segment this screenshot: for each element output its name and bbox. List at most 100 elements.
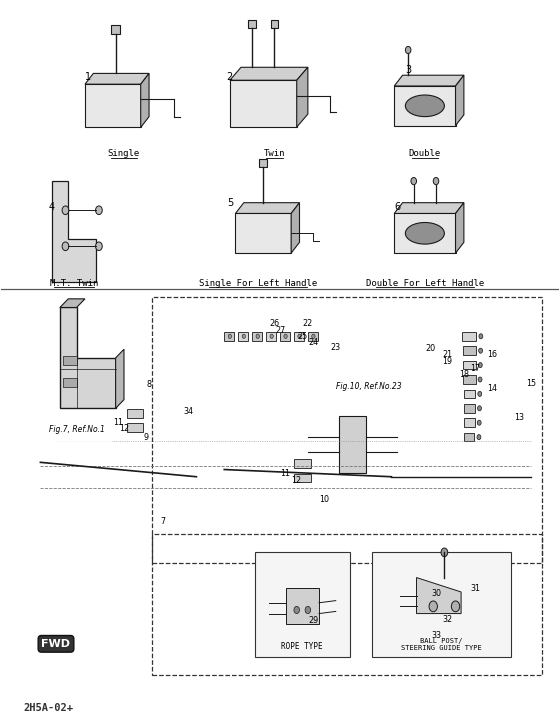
Text: 29: 29 <box>309 616 319 625</box>
Text: 31: 31 <box>470 584 480 593</box>
Bar <box>127 424 143 432</box>
Bar <box>463 332 477 341</box>
Bar <box>294 332 304 341</box>
Polygon shape <box>52 181 96 282</box>
Bar <box>464 390 475 398</box>
Bar <box>63 378 77 387</box>
Text: 3: 3 <box>405 65 411 74</box>
Polygon shape <box>235 202 300 213</box>
Text: 24: 24 <box>309 338 319 346</box>
Ellipse shape <box>411 177 417 184</box>
Text: 12: 12 <box>292 476 302 485</box>
Text: FWD: FWD <box>41 639 71 649</box>
Text: Single: Single <box>108 149 140 158</box>
Polygon shape <box>297 67 308 127</box>
Polygon shape <box>286 589 319 625</box>
Polygon shape <box>230 67 308 80</box>
Bar <box>463 375 475 384</box>
Ellipse shape <box>294 607 300 614</box>
Text: 10: 10 <box>320 495 330 504</box>
Ellipse shape <box>405 223 445 244</box>
Text: 4: 4 <box>49 202 55 212</box>
Ellipse shape <box>96 206 102 215</box>
Ellipse shape <box>62 206 69 215</box>
Bar <box>270 20 278 27</box>
Text: 17: 17 <box>470 364 480 373</box>
Polygon shape <box>394 86 455 126</box>
Text: 20: 20 <box>426 344 436 353</box>
Ellipse shape <box>312 334 315 338</box>
Bar <box>463 361 476 369</box>
FancyBboxPatch shape <box>255 552 349 656</box>
Text: 21: 21 <box>442 350 452 359</box>
Text: Twin: Twin <box>264 149 285 158</box>
Text: Single For Left Handle: Single For Left Handle <box>199 278 317 288</box>
Polygon shape <box>60 299 85 307</box>
Ellipse shape <box>441 548 448 557</box>
Text: 11: 11 <box>281 469 291 478</box>
Ellipse shape <box>270 334 273 338</box>
Text: 27: 27 <box>275 326 285 335</box>
Text: Double: Double <box>409 149 441 158</box>
Polygon shape <box>291 202 300 253</box>
Bar <box>464 419 475 427</box>
Bar <box>463 346 476 355</box>
Bar <box>280 332 290 341</box>
Text: 2: 2 <box>227 72 233 82</box>
Text: 22: 22 <box>303 319 313 328</box>
Polygon shape <box>230 80 297 127</box>
Text: 11: 11 <box>114 418 123 427</box>
Ellipse shape <box>256 334 259 338</box>
Text: ROPE TYPE: ROPE TYPE <box>282 642 323 651</box>
Bar <box>238 332 248 341</box>
Bar <box>464 404 475 413</box>
Bar <box>464 433 474 442</box>
Bar <box>308 332 318 341</box>
Polygon shape <box>455 75 464 126</box>
Bar <box>294 459 311 468</box>
Polygon shape <box>60 307 115 408</box>
Text: 1: 1 <box>85 72 91 82</box>
Text: 30: 30 <box>431 589 441 598</box>
Bar <box>259 160 267 167</box>
Text: 25: 25 <box>297 332 307 341</box>
Text: 14: 14 <box>487 385 497 393</box>
Text: 15: 15 <box>526 379 536 388</box>
Ellipse shape <box>477 435 481 440</box>
Text: 7: 7 <box>160 517 166 526</box>
Bar <box>248 20 256 27</box>
Ellipse shape <box>62 242 69 251</box>
Bar <box>294 474 311 482</box>
Text: 13: 13 <box>515 413 525 422</box>
Text: 33: 33 <box>431 630 441 640</box>
Polygon shape <box>85 74 149 84</box>
Bar <box>224 332 234 341</box>
Text: 16: 16 <box>487 350 497 359</box>
Ellipse shape <box>405 95 445 116</box>
Text: M.T. Twin: M.T. Twin <box>50 278 98 288</box>
Ellipse shape <box>305 607 311 614</box>
Text: 18: 18 <box>459 370 469 379</box>
Ellipse shape <box>284 334 287 338</box>
Polygon shape <box>417 578 461 614</box>
Ellipse shape <box>405 46 411 54</box>
Ellipse shape <box>478 391 482 396</box>
Polygon shape <box>338 416 366 473</box>
Ellipse shape <box>478 377 482 382</box>
Polygon shape <box>115 349 124 408</box>
Ellipse shape <box>429 601 437 612</box>
Text: 5: 5 <box>227 198 233 208</box>
Text: 6: 6 <box>394 202 400 212</box>
Bar <box>252 332 262 341</box>
Text: BALL POST/
STEERING GUIDE TYPE: BALL POST/ STEERING GUIDE TYPE <box>401 638 482 651</box>
Bar <box>266 332 276 341</box>
Polygon shape <box>394 213 455 253</box>
Text: 2H5A-02+: 2H5A-02+ <box>24 703 74 713</box>
Text: 19: 19 <box>442 357 452 366</box>
Text: 34: 34 <box>183 408 193 416</box>
Text: Double For Left Handle: Double For Left Handle <box>366 278 484 288</box>
Ellipse shape <box>433 177 439 184</box>
Bar <box>111 25 120 34</box>
Text: 8: 8 <box>147 380 152 389</box>
FancyBboxPatch shape <box>372 552 511 656</box>
